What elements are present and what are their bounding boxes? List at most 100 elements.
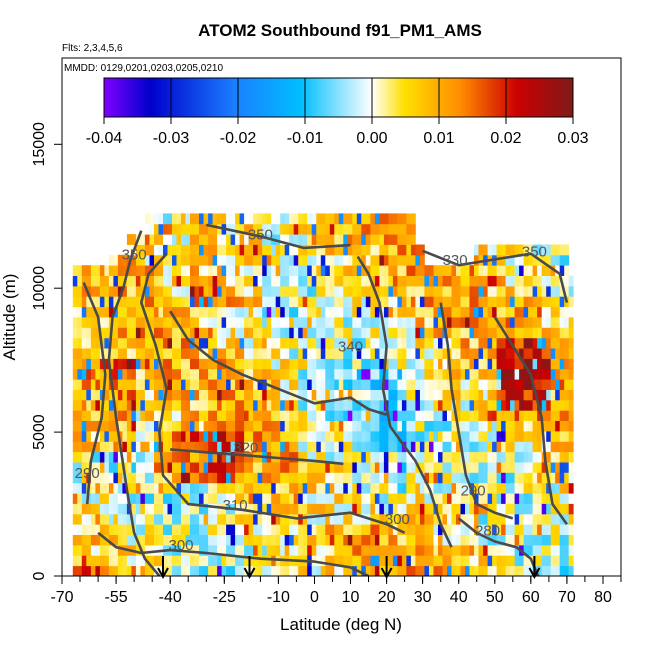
heatmap-cell [217, 317, 222, 328]
heatmap-cell [181, 534, 186, 546]
heatmap-cell [235, 296, 240, 308]
heatmap-cell [104, 503, 110, 515]
heatmap-cell [433, 420, 439, 432]
heatmap-cell [72, 306, 78, 318]
colorbar [103, 77, 574, 118]
heatmap-cell [325, 431, 331, 442]
heatmap-cell [190, 254, 195, 266]
heatmap-cell [474, 503, 479, 515]
heatmap-cell [419, 306, 425, 318]
heatmap-cell [140, 482, 146, 494]
heatmap-cell [181, 513, 186, 525]
heatmap-cell [433, 296, 439, 308]
heatmap-cell [230, 234, 236, 245]
heatmap-cell [144, 368, 150, 380]
heatmap-cell [253, 410, 258, 421]
heatmap-cell [253, 565, 258, 576]
heatmap-cell [199, 503, 204, 515]
heatmap-cell [194, 565, 200, 576]
heatmap-cell [334, 223, 340, 235]
heatmap-cell [72, 296, 78, 308]
heatmap-cell [442, 368, 448, 380]
heatmap-cell [181, 213, 186, 225]
heatmap-cell [235, 317, 240, 328]
heatmap-cell [334, 213, 340, 225]
heatmap-cell [419, 441, 425, 453]
heatmap-cell [275, 234, 281, 245]
heatmap-cell [505, 348, 511, 359]
heatmap-cell [289, 513, 295, 525]
heatmap-cell [338, 462, 344, 473]
heatmap-cell [271, 493, 277, 504]
heatmap-cell [383, 317, 389, 328]
heatmap-cell [501, 513, 506, 525]
heatmap-cell [392, 358, 398, 370]
heatmap-cell [140, 513, 146, 525]
heatmap-cell [235, 451, 240, 463]
heatmap-cell [302, 327, 308, 339]
heatmap-cell [329, 234, 335, 245]
heatmap-cell [284, 254, 290, 266]
heatmap-cell [379, 555, 385, 567]
heatmap-cell [176, 565, 182, 576]
heatmap-cell [181, 399, 186, 411]
heatmap-cell [365, 451, 371, 463]
heatmap-cell [429, 513, 434, 525]
heatmap-cell [140, 534, 146, 546]
heatmap-cell [99, 379, 105, 390]
heatmap-cell [293, 503, 299, 515]
heatmap-cell [307, 389, 313, 401]
heatmap-cell [478, 358, 484, 370]
heatmap-cell [514, 358, 520, 370]
heatmap-cell [334, 337, 340, 349]
heatmap-cell [343, 358, 349, 370]
heatmap-cell [465, 462, 470, 473]
heatmap-cell [275, 389, 281, 401]
heatmap-cell [401, 493, 407, 504]
heatmap-cell [352, 379, 358, 390]
heatmap-cell [244, 472, 249, 484]
heatmap-cell [302, 503, 308, 515]
heatmap-cell [167, 348, 173, 359]
heatmap-cell [510, 410, 515, 421]
heatmap-cell [487, 451, 493, 463]
heatmap-cell [347, 348, 353, 359]
heatmap-cell [221, 462, 227, 473]
heatmap-cell [230, 544, 236, 556]
heatmap-cell [406, 513, 412, 525]
heatmap-cell [298, 482, 304, 494]
heatmap-cell [284, 493, 290, 504]
heatmap-cell [415, 327, 421, 339]
heatmap-cell [483, 306, 488, 318]
heatmap-cell [451, 275, 457, 287]
heatmap-cell [99, 555, 105, 567]
heatmap-cell [559, 462, 565, 473]
heatmap-cell [149, 441, 155, 453]
heatmap-cell [208, 244, 213, 256]
heatmap-cell [181, 275, 186, 287]
heatmap-cell [496, 337, 502, 349]
heatmap-cell [122, 265, 128, 276]
heatmap-cell [433, 327, 439, 339]
heatmap-cell [275, 327, 281, 339]
heatmap-cell [523, 285, 529, 297]
heatmap-cell [235, 306, 240, 318]
heatmap-cell [280, 462, 286, 473]
heatmap-cell [230, 472, 236, 484]
heatmap-cell [280, 306, 286, 318]
heatmap-cell [424, 451, 430, 463]
heatmap-cell [537, 389, 542, 401]
heatmap-cell [352, 254, 358, 266]
heatmap-cell [86, 296, 92, 308]
heatmap-cell [514, 420, 520, 432]
heatmap-cell [176, 244, 182, 256]
heatmap-cell [235, 337, 240, 349]
heatmap-cell [406, 410, 412, 421]
heatmap-cell [451, 379, 457, 390]
heatmap-cell [541, 327, 547, 339]
heatmap-cell [172, 503, 177, 515]
heatmap-cell [469, 472, 475, 484]
heatmap-cell [275, 306, 281, 318]
heatmap-cell [257, 399, 263, 411]
heatmap-cell [361, 223, 367, 235]
